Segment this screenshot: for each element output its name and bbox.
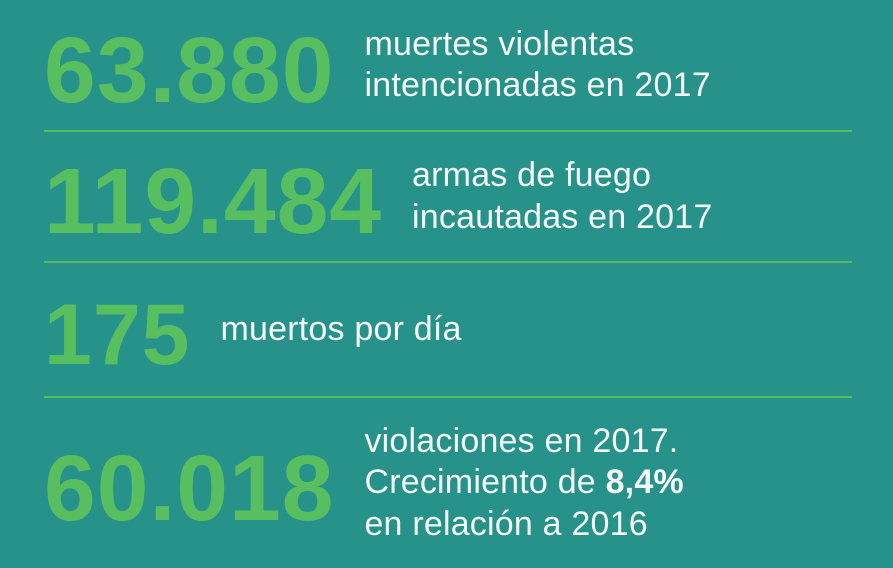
stat-label: violaciones en 2017. Crecimiento de 8,4%… <box>364 421 683 545</box>
stat-value: 119.484 <box>44 149 383 253</box>
stat-value: 175 <box>44 286 191 383</box>
stat-label-text: en relación a 2016 <box>364 504 648 543</box>
stat-row-rapes: 60.018 violaciones en 2017. Crecimiento … <box>0 398 893 568</box>
stat-label: muertes violentas intencionadas en 2017 <box>364 24 711 104</box>
stat-label: muertos por día <box>220 309 462 348</box>
growth-percent: 8,4% <box>605 463 684 502</box>
divider <box>44 261 852 263</box>
stat-row-violent-deaths: 63.880 muertes violentas intencionadas e… <box>0 0 893 130</box>
stat-value: 60.018 <box>44 435 335 540</box>
stat-label: armas de fuego incautadas en 2017 <box>412 156 713 236</box>
stat-value: 63.880 <box>44 17 335 122</box>
divider <box>44 396 852 398</box>
divider <box>44 130 852 132</box>
stat-row-deaths-per-day: 175 muertos por día <box>0 263 893 396</box>
stat-row-seized-firearms: 119.484 armas de fuego incautadas en 201… <box>0 132 893 261</box>
stat-label-text: violaciones en 2017. Crecimiento de <box>364 421 679 502</box>
